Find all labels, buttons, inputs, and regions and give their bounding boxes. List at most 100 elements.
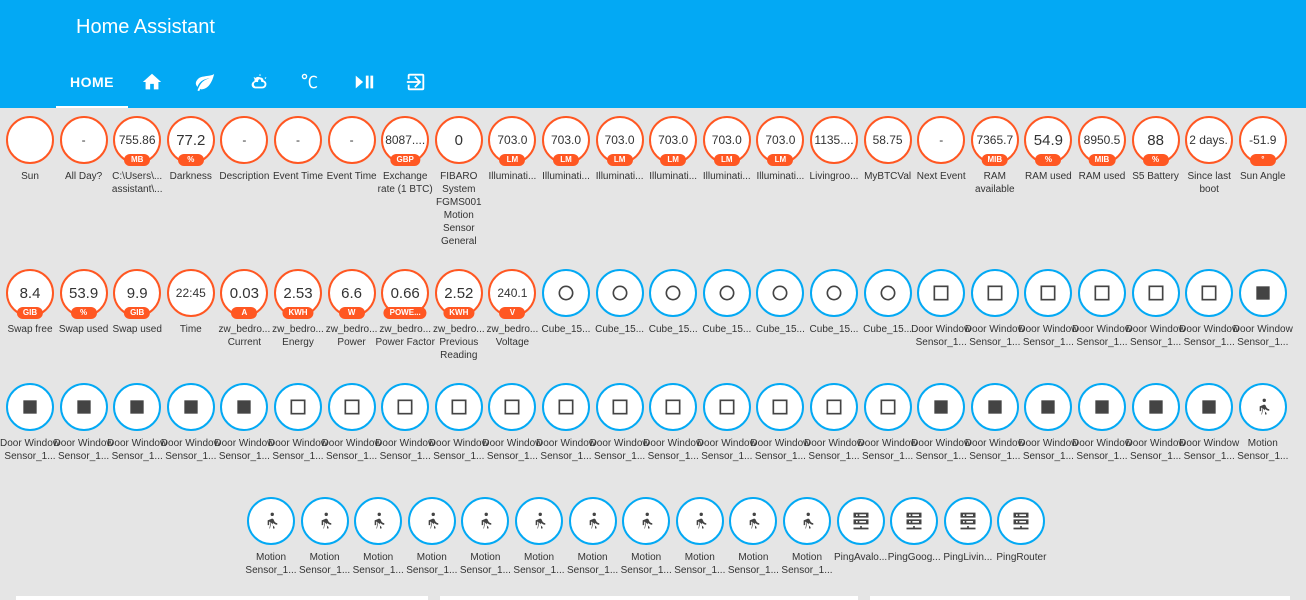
state-badge[interactable]: Motion Sensor_1...: [674, 497, 725, 577]
state-badge[interactable]: Door Window Sensor_1...: [1072, 269, 1132, 349]
state-badge[interactable]: Motion Sensor_1...: [1237, 383, 1288, 463]
state-badge[interactable]: Door Window Sensor_1...: [214, 383, 274, 463]
state-badge[interactable]: 88% S5 Battery: [1131, 116, 1180, 196]
state-badge[interactable]: PingRouter: [996, 497, 1046, 577]
state-badge[interactable]: -51.9 ° Sun Angle: [1238, 116, 1287, 196]
state-badge[interactable]: Door Window Sensor_1...: [750, 383, 810, 463]
state-badge[interactable]: Door Window Sensor_1...: [107, 383, 167, 463]
state-badge[interactable]: 0.66 POWE... zw_bedro... Power Factor: [375, 269, 435, 349]
state-badge[interactable]: 703.0 LM Illuminati...: [649, 116, 698, 196]
state-badge[interactable]: Motion Sensor_1...: [781, 497, 833, 577]
state-badge[interactable]: Door Window Sensor_1...: [161, 383, 221, 463]
state-badge[interactable]: 0 FIBARO System FGMS001 Motion Sensor Gen…: [434, 116, 483, 247]
tab-weather[interactable]: [236, 56, 284, 108]
state-badge[interactable]: 703.0 LM Illuminati...: [488, 116, 537, 196]
tab-home[interactable]: HOME: [56, 56, 128, 108]
state-badge[interactable]: Door Window Sensor_1...: [965, 383, 1025, 463]
state-badge[interactable]: 8087.... GBP Exchange rate (1 BTC): [378, 116, 433, 196]
state-badge[interactable]: Door Window Sensor_1...: [1126, 269, 1186, 349]
state-badge[interactable]: 8.4 GIB Swap free: [6, 269, 54, 349]
state-badge[interactable]: Door Window Sensor_1...: [0, 383, 60, 463]
state-badge[interactable]: Motion Sensor_1...: [406, 497, 457, 577]
state-badge[interactable]: Motion Sensor_1...: [567, 497, 618, 577]
state-badge[interactable]: 703.0 LM Illuminati...: [702, 116, 751, 196]
state-badge[interactable]: Door Window Sensor_1...: [1233, 269, 1293, 349]
tab-exit[interactable]: [392, 56, 440, 108]
state-badge[interactable]: 2 days... Since last boot: [1185, 116, 1234, 196]
state-badge[interactable]: PingLivin...: [943, 497, 992, 577]
state-badge[interactable]: - Description: [219, 116, 269, 196]
state-badge[interactable]: Door Window Sensor_1...: [1179, 269, 1239, 349]
state-badge[interactable]: Door Window Sensor_1...: [322, 383, 382, 463]
state-badge[interactable]: Motion Sensor_1...: [353, 497, 404, 577]
state-badge[interactable]: Door Window Sensor_1...: [268, 383, 328, 463]
state-badge[interactable]: 77.2% Darkness: [166, 116, 215, 196]
state-badge[interactable]: Door Window Sensor_1...: [1179, 383, 1239, 463]
badge-value: 0.03: [229, 284, 259, 302]
state-badge[interactable]: Motion Sensor_1...: [513, 497, 565, 577]
state-badge[interactable]: PingGoog...: [888, 497, 941, 577]
state-badge[interactable]: 703.0 LM Illuminati...: [595, 116, 644, 196]
badge-unit: %: [177, 154, 204, 166]
state-badge[interactable]: 2.53 KWH zw_bedro... Energy: [272, 269, 324, 349]
state-badge[interactable]: Cube_15...: [863, 269, 912, 349]
state-badge[interactable]: PingAvalo...: [834, 497, 887, 577]
badge-label: zw_bedro... Voltage: [486, 324, 539, 348]
tab-media[interactable]: [340, 56, 388, 108]
state-badge[interactable]: 8950.5 MIB RAM used: [1078, 116, 1126, 196]
state-badge[interactable]: Door Window Sensor_1...: [590, 383, 650, 463]
state-badge[interactable]: 2.52 KWH zw_bedro... Previous Reading: [433, 269, 485, 361]
state-badge[interactable]: Door Window Sensor_1...: [643, 383, 703, 463]
state-badge[interactable]: Cube_15...: [649, 269, 698, 349]
state-badge[interactable]: Door Window Sensor_1...: [1018, 383, 1078, 463]
state-badge[interactable]: Door Window Sensor_1...: [54, 383, 114, 463]
state-badge[interactable]: - All Day?: [59, 116, 108, 196]
badge-circle: 58.75: [863, 116, 912, 164]
state-badge[interactable]: 703.0 LM Illuminati...: [542, 116, 590, 196]
state-badge[interactable]: 54.9% RAM used: [1024, 116, 1073, 196]
state-badge[interactable]: Motion Sensor_1...: [245, 497, 297, 577]
state-badge[interactable]: Door Window Sensor_1...: [1126, 383, 1186, 463]
state-badge[interactable]: 7365.7 MIB RAM available: [970, 116, 1019, 196]
state-badge[interactable]: Motion Sensor_1...: [621, 497, 672, 577]
state-badge[interactable]: Cube_15...: [810, 269, 858, 349]
state-badge[interactable]: Cube_15...: [595, 269, 644, 349]
state-badge[interactable]: 755.86 MB C:\Users\... assistant\...: [112, 116, 162, 196]
state-badge[interactable]: Door Window Sensor_1...: [804, 383, 864, 463]
state-badge[interactable]: Door Window Sensor_1...: [375, 383, 435, 463]
state-badge[interactable]: Door Window Sensor_1...: [1018, 269, 1078, 349]
state-badge[interactable]: Door Window Sensor_1...: [536, 383, 596, 463]
state-badge[interactable]: Motion Sensor_1...: [299, 497, 350, 577]
tab-house[interactable]: [128, 56, 176, 108]
state-badge[interactable]: - Event Time: [273, 116, 323, 196]
state-badge[interactable]: - Next Event: [917, 116, 966, 196]
state-badge[interactable]: Door Window Sensor_1...: [911, 383, 971, 463]
state-badge[interactable]: 53.9% Swap used: [59, 269, 108, 349]
state-badge[interactable]: 9.9 GIB Swap used: [112, 269, 162, 349]
square-outline-icon: [344, 399, 360, 415]
state-badge[interactable]: Motion Sensor_1...: [728, 497, 779, 577]
state-badge[interactable]: Door Window Sensor_1...: [1072, 383, 1132, 463]
state-badge[interactable]: Sun: [6, 116, 54, 196]
badge-value: 703.0: [658, 133, 689, 147]
state-badge[interactable]: Door Window Sensor_1...: [911, 269, 971, 349]
state-badge[interactable]: 22:45 Time: [166, 269, 215, 349]
tab-climate[interactable]: [286, 56, 334, 108]
state-badge[interactable]: Cube_15...: [542, 269, 590, 349]
state-badge[interactable]: Door Window Sensor_1...: [858, 383, 918, 463]
state-badge[interactable]: 703.0 LM Illuminati...: [756, 116, 805, 196]
state-badge[interactable]: Cube_15...: [702, 269, 751, 349]
state-badge[interactable]: Door Window Sensor_1...: [965, 269, 1025, 349]
state-badge[interactable]: Cube_15...: [756, 269, 805, 349]
state-badge[interactable]: Door Window Sensor_1...: [697, 383, 757, 463]
state-badge[interactable]: Door Window Sensor_1...: [429, 383, 489, 463]
tab-energy[interactable]: [181, 56, 229, 108]
state-badge[interactable]: 58.75 MyBTCVal: [863, 116, 912, 196]
state-badge[interactable]: 1135.... Livingroo...: [810, 116, 858, 196]
state-badge[interactable]: - Event Time: [327, 116, 377, 196]
state-badge[interactable]: Motion Sensor_1...: [460, 497, 511, 577]
state-badge[interactable]: Door Window Sensor_1...: [482, 383, 542, 463]
